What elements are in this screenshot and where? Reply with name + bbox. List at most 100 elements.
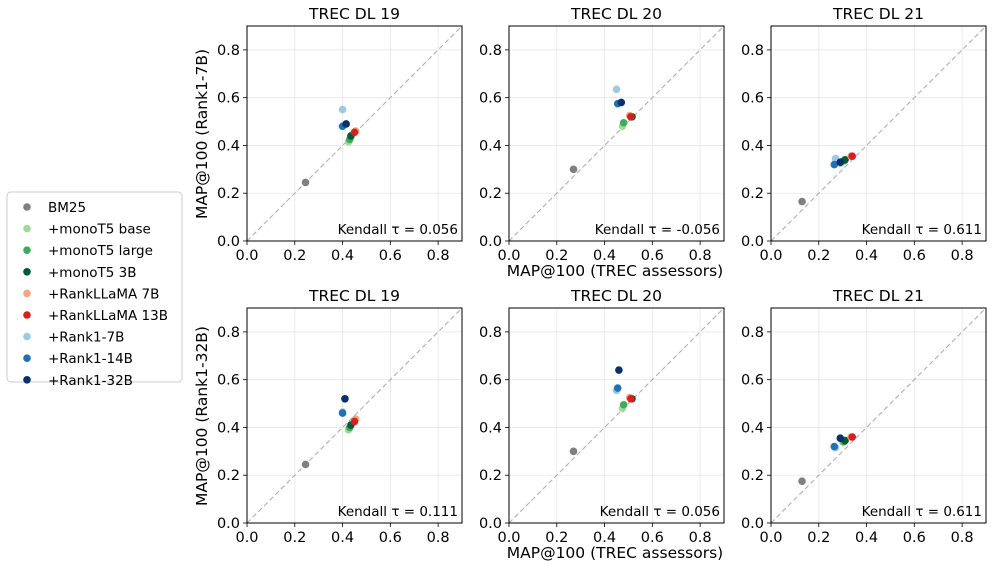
scatter-point	[627, 394, 635, 403]
panel-title: TREC DL 19	[308, 287, 400, 305]
legend: BM25 +monoT5 base +monoT5 large +monoT5 3B +…	[6, 191, 183, 389]
plot-frame	[246, 307, 463, 524]
panel-title: TREC DL 21	[832, 5, 924, 23]
scatter-point	[848, 433, 857, 441]
x-tick-label: 0.8	[951, 530, 974, 546]
plot-frame	[508, 307, 725, 524]
y-tick-label: 0.8	[217, 325, 240, 341]
x-tick-label: 0.2	[283, 248, 306, 264]
x-tick-label: 0.8	[689, 248, 712, 264]
kendall-tau-annotation: Kendall τ = -0.056	[595, 222, 720, 238]
kendall-tau-annotation: Kendall τ = 0.056	[600, 504, 720, 520]
x-tick-label: 0.4	[855, 530, 878, 546]
scatter-point	[342, 120, 350, 128]
x-tick-label: 0.0	[497, 530, 520, 546]
scatter-point	[301, 460, 310, 469]
y-axis-label-top: MAP@100 (Rank1-7B)	[193, 49, 211, 219]
legend-label: +monoT5 3B	[48, 265, 137, 281]
x-tick-label: 0.4	[593, 530, 616, 546]
scatter-point	[341, 394, 349, 403]
legend-marker	[23, 311, 31, 319]
diagonal-reference-line	[508, 25, 725, 242]
y-tick-label: 0.8	[479, 325, 502, 341]
scatter-point	[612, 85, 621, 94]
legend-marker	[23, 376, 31, 384]
scatter-panel: 0.00.0 0.2 0.2 0.4 0.4 0.6 0.6 0.8 0.8 TREC DL 20…	[479, 287, 725, 546]
x-tick-label: 0.4	[331, 248, 354, 264]
x-tick-label: 0.8	[427, 530, 450, 546]
x-tick-label: 0.0	[759, 530, 782, 546]
y-tick-label: 0.0	[479, 234, 502, 250]
y-tick-label: 0.0	[741, 234, 764, 250]
legend-label: +RankLLaMA 13B	[48, 308, 168, 324]
scatter-point	[301, 178, 310, 187]
y-tick-label: 0.0	[217, 516, 240, 532]
x-tick-label: 0.6	[379, 530, 402, 546]
legend-label: +monoT5 base	[48, 222, 151, 238]
scatter-point	[830, 442, 839, 451]
legend-marker	[23, 224, 31, 233]
x-tick-label: 0.2	[283, 530, 306, 546]
y-tick-label: 0.0	[479, 516, 502, 532]
y-tick-label: 0.2	[217, 186, 240, 202]
x-tick-label: 0.8	[689, 530, 712, 546]
x-axis-label-top: MAP@100 (TREC assessors)	[507, 262, 723, 280]
x-tick-label: 0.8	[427, 248, 450, 264]
scatter-point	[350, 128, 359, 137]
y-tick-label: 0.8	[741, 325, 764, 341]
y-tick-label: 0.6	[479, 373, 502, 389]
scatter-panel: 0.00.0 0.2 0.2 0.4 0.4 0.6 0.6 0.8 0.8 TREC DL 21…	[741, 287, 987, 546]
y-tick-label: 0.2	[741, 186, 764, 202]
x-tick-label: 0.6	[641, 530, 664, 546]
panel-title: TREC DL 21	[832, 287, 924, 305]
panel-title: TREC DL 20	[570, 287, 662, 305]
scatter-point	[569, 165, 578, 174]
scatter-point	[836, 434, 845, 442]
legend-marker	[23, 332, 31, 341]
scatter-point	[615, 366, 623, 374]
legend-marker	[23, 354, 31, 363]
x-axis-label-bottom: MAP@100 (TREC assessors)	[507, 544, 723, 562]
y-tick-label: 0.2	[479, 468, 502, 484]
y-tick-label: 0.0	[741, 516, 764, 532]
kendall-tau-annotation: Kendall τ = 0.056	[338, 222, 458, 238]
legend-marker	[23, 289, 31, 298]
scatter-point	[798, 477, 806, 485]
y-tick-label: 0.4	[479, 138, 502, 154]
scatter-panel: 0.00.0 0.2 0.2 0.4 0.4 0.6 0.6 0.8 0.8 TREC DL 21…	[741, 5, 987, 264]
y-tick-label: 0.2	[479, 186, 502, 202]
scatter-panel: 0.00.0 0.2 0.2 0.4 0.4 0.6 0.6 0.8 0.8 TREC DL 20…	[479, 5, 725, 264]
x-tick-label: 0.6	[903, 248, 926, 264]
legend-marker	[23, 246, 31, 254]
scatter-point	[569, 447, 578, 456]
scatter-panel: 0.00.0 0.2 0.2 0.4 0.4 0.6 0.6 0.8 0.8 TREC DL 19…	[217, 287, 463, 546]
x-tick-label: 0.0	[235, 248, 258, 264]
plot-frame	[508, 25, 725, 242]
scatter-point	[338, 105, 347, 114]
x-tick-label: 0.8	[951, 248, 974, 264]
y-tick-label: 0.4	[217, 138, 240, 154]
scatter-point	[848, 152, 857, 160]
x-tick-label: 0.2	[807, 248, 830, 264]
x-tick-label: 0.4	[593, 248, 616, 264]
scatter-point	[350, 417, 359, 426]
legend-marker	[23, 203, 31, 211]
x-tick-label: 0.2	[807, 530, 830, 546]
scatter-point	[798, 197, 806, 206]
x-tick-label: 0.6	[903, 530, 926, 546]
diagonal-reference-line	[508, 307, 725, 524]
scatter-point	[627, 112, 635, 121]
plot-frame	[770, 25, 987, 242]
y-tick-label: 0.6	[479, 91, 502, 107]
scatter-point	[613, 384, 622, 392]
y-tick-label: 0.4	[217, 420, 240, 436]
scatter-point	[619, 118, 628, 127]
scatter-point	[830, 160, 839, 169]
plot-frame	[246, 25, 463, 242]
y-tick-label: 0.2	[741, 468, 764, 484]
legend-label: +monoT5 large	[48, 243, 153, 259]
panel-title: TREC DL 19	[308, 5, 400, 23]
x-tick-label: 0.0	[759, 248, 782, 264]
legend-frame	[6, 191, 183, 383]
y-axis-label-bottom: MAP@100 (Rank1-32B)	[193, 326, 211, 506]
